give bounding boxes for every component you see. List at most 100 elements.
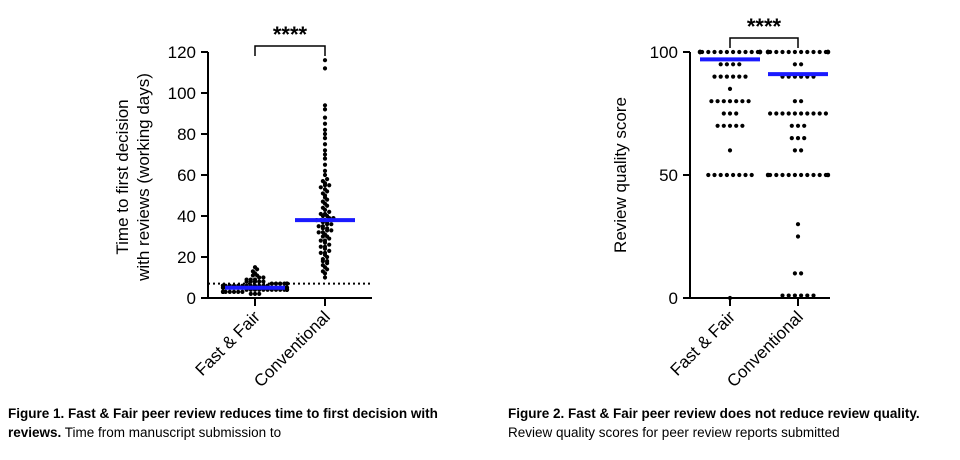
data-point xyxy=(278,281,283,286)
data-point xyxy=(322,58,328,63)
data-point xyxy=(718,49,723,55)
data-point xyxy=(734,99,739,104)
data-point xyxy=(325,203,330,208)
data-point xyxy=(799,148,804,153)
figure-1-caption: Figure 1. Fast & Fair peer review reduce… xyxy=(8,404,468,460)
data-point xyxy=(768,172,773,178)
data-point xyxy=(792,62,797,67)
data-point xyxy=(257,275,262,280)
data-point xyxy=(322,168,328,173)
data-point xyxy=(327,209,332,214)
data-point xyxy=(325,228,330,233)
data-point xyxy=(318,250,323,255)
figure-1-chart: 0 20 40 60 80 100 120 Time to first decision wit… xyxy=(113,22,372,391)
data-point xyxy=(718,172,723,178)
data-point xyxy=(799,293,804,298)
data-point xyxy=(284,281,290,286)
figure-2-data-points xyxy=(697,49,831,301)
data-point xyxy=(780,293,785,298)
y-tick-label: 40 xyxy=(177,207,196,226)
y-tick-label: 80 xyxy=(177,125,196,144)
data-point xyxy=(718,74,723,79)
data-point xyxy=(786,111,791,116)
data-point xyxy=(715,99,720,104)
data-point xyxy=(712,49,717,55)
data-point xyxy=(743,49,748,55)
data-point xyxy=(795,136,801,141)
data-point xyxy=(325,197,330,202)
data-point xyxy=(768,49,773,55)
data-point xyxy=(799,172,804,178)
data-point xyxy=(320,213,325,219)
data-point xyxy=(322,127,328,132)
figure-1-labels: 0 20 40 60 80 100 120 Time to first decision wit… xyxy=(113,22,334,391)
figure-1-axes xyxy=(201,45,372,306)
data-point xyxy=(325,267,330,272)
data-point xyxy=(727,99,733,104)
figure-2-caption: Figure 2. Fast & Fair peer review does n… xyxy=(508,404,960,460)
data-point xyxy=(320,234,325,239)
data-point xyxy=(825,172,831,178)
data-point xyxy=(823,111,828,116)
data-point xyxy=(322,271,328,276)
data-point xyxy=(731,62,736,67)
data-point xyxy=(817,111,822,116)
data-point xyxy=(248,291,253,296)
data-point xyxy=(318,185,323,190)
data-point xyxy=(792,271,797,276)
data-point xyxy=(327,236,332,241)
data-point xyxy=(320,259,325,264)
data-point xyxy=(261,275,266,280)
data-point xyxy=(805,49,810,55)
data-point xyxy=(774,49,779,55)
data-point xyxy=(327,248,332,253)
data-point xyxy=(327,183,332,188)
data-point xyxy=(724,172,729,178)
significance-bracket xyxy=(254,45,326,56)
data-point xyxy=(811,49,816,55)
figure-1-caption-bold: Figure 1. Fast & Fair peer review reduce… xyxy=(8,406,438,440)
data-point xyxy=(799,271,804,276)
data-point xyxy=(724,74,729,79)
data-point xyxy=(817,172,822,178)
y-tick-label: 50 xyxy=(659,166,678,185)
data-point xyxy=(786,172,791,178)
data-point xyxy=(322,103,328,108)
data-point xyxy=(774,111,779,116)
y-tick-label: 100 xyxy=(168,84,196,103)
data-point xyxy=(721,111,726,116)
data-point xyxy=(789,136,794,141)
data-point xyxy=(780,111,785,116)
data-point xyxy=(802,136,807,141)
data-point xyxy=(780,172,785,178)
data-point xyxy=(322,156,328,161)
data-point xyxy=(792,172,797,178)
data-point xyxy=(749,49,754,55)
data-point xyxy=(799,99,804,104)
data-point xyxy=(248,279,253,284)
data-point xyxy=(325,222,330,227)
data-point xyxy=(329,222,334,227)
y-tick-label: 60 xyxy=(177,166,196,185)
significance-stars: **** xyxy=(273,22,308,47)
y-tick-label: 0 xyxy=(669,289,678,308)
data-point xyxy=(734,123,739,128)
data-point xyxy=(799,49,804,55)
data-point xyxy=(731,172,736,178)
y-axis-label: Review quality score xyxy=(611,97,630,253)
data-point xyxy=(240,289,245,294)
data-point xyxy=(731,74,736,79)
data-point xyxy=(227,289,232,294)
x-category-label: Fast & Fair xyxy=(667,307,739,379)
data-point xyxy=(743,172,748,178)
data-point xyxy=(721,123,726,128)
data-point xyxy=(805,293,810,298)
data-point xyxy=(712,74,717,79)
data-point xyxy=(322,121,328,126)
data-point xyxy=(322,107,328,112)
data-point xyxy=(795,222,801,227)
data-point xyxy=(712,172,717,178)
figure-2-caption-text: Review quality scores for peer review re… xyxy=(508,425,840,440)
data-point xyxy=(731,49,736,55)
